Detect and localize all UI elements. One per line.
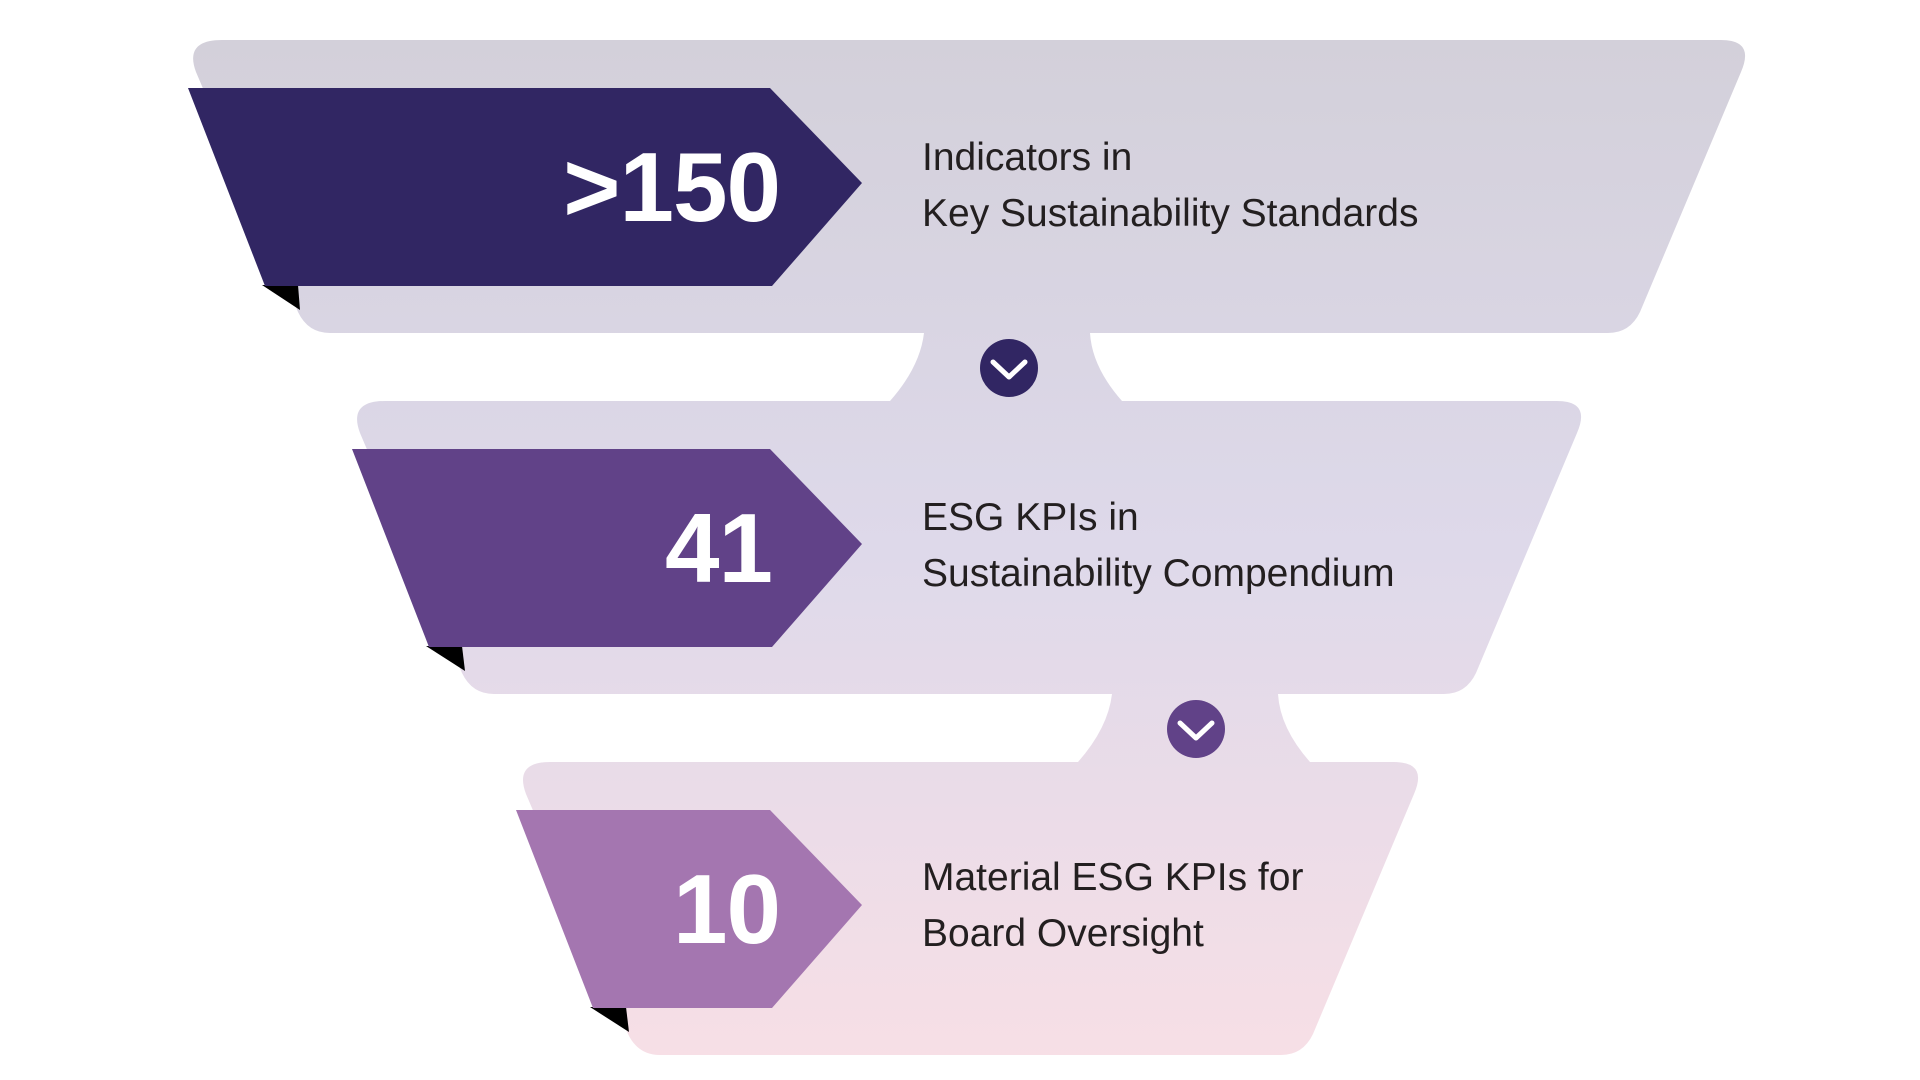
tier-1-label-line-2: Key Sustainability Standards <box>922 192 1419 235</box>
tier-2-label-line-1: ESG KPIs in <box>922 496 1139 539</box>
chevron-down-icon <box>990 359 1028 380</box>
tier-2-label: ESG KPIs in Sustainability Compendium <box>922 490 1395 602</box>
tier-3-value: 10 <box>672 854 781 964</box>
value-tag-tier-3 <box>516 810 862 1008</box>
tag-fold-tier-2 <box>426 646 465 671</box>
value-tag-tier-1 <box>188 88 862 286</box>
tag-fold-tier-1 <box>262 285 300 310</box>
connector-1 <box>980 339 1038 397</box>
tier-3-label-line-2: Board Oversight <box>922 912 1204 955</box>
tier-2-value: 41 <box>664 493 773 603</box>
tier-3-label-line-1: Material ESG KPIs for <box>922 856 1304 899</box>
tier-1-label: Indicators in Key Sustainability Standar… <box>922 130 1418 242</box>
tier-1-value: >150 <box>563 132 781 242</box>
value-tag-tier-2 <box>352 449 862 647</box>
chevron-down-icon <box>1177 720 1215 741</box>
tier-3-label: Material ESG KPIs for Board Oversight <box>922 850 1303 962</box>
tier-1-label-line-1: Indicators in <box>922 136 1133 179</box>
tag-fold-tier-3 <box>590 1007 629 1032</box>
tier-2-label-line-2: Sustainability Compendium <box>922 552 1395 595</box>
connector-2 <box>1167 700 1225 758</box>
